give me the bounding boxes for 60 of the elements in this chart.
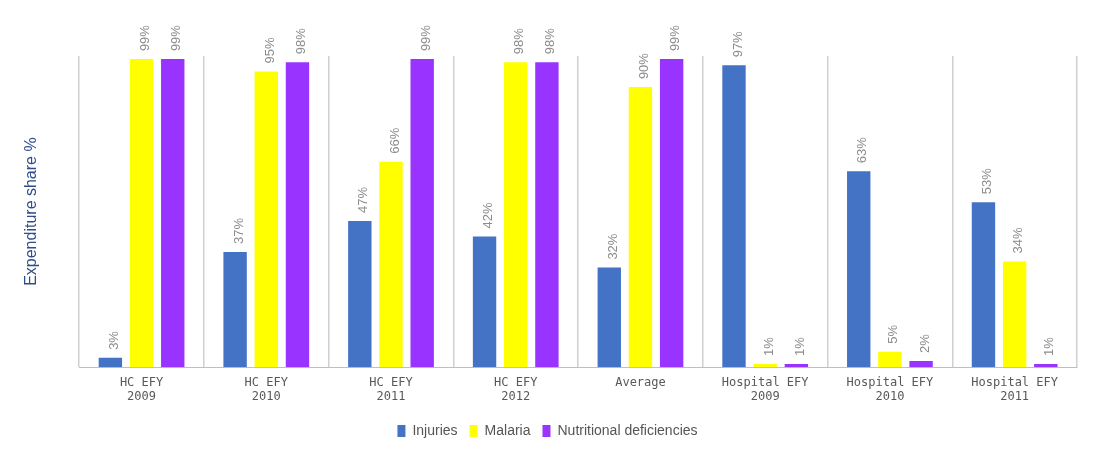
data-label: 99% bbox=[417, 24, 433, 52]
data-label: 97% bbox=[729, 30, 745, 58]
x-tick-label: HC EFY 2011 bbox=[369, 374, 414, 403]
bar bbox=[1034, 364, 1058, 368]
bar bbox=[379, 161, 403, 368]
data-label: 99% bbox=[137, 24, 153, 52]
bar bbox=[129, 59, 154, 368]
data-label: 32% bbox=[604, 233, 620, 260]
x-tick-label: HC EFY 2009 bbox=[119, 374, 165, 403]
data-label: 3% bbox=[105, 330, 121, 350]
bar bbox=[410, 59, 434, 368]
bar bbox=[285, 62, 310, 368]
x-tick-label: Average bbox=[615, 374, 666, 389]
x-tick-label: Hospital EFY 2011 bbox=[971, 374, 1059, 403]
bar bbox=[348, 220, 372, 368]
bar bbox=[628, 87, 653, 368]
data-label: 42% bbox=[480, 202, 496, 229]
data-label: 98% bbox=[511, 27, 527, 55]
data-label: 2% bbox=[916, 333, 932, 353]
legend-label: Malaria bbox=[484, 421, 531, 438]
bar bbox=[722, 65, 746, 368]
x-tick-label: Hospital EFY 2010 bbox=[846, 374, 935, 403]
bar bbox=[659, 59, 684, 368]
bar bbox=[753, 364, 777, 368]
bar bbox=[847, 171, 871, 368]
data-label: 95% bbox=[261, 37, 277, 64]
bar bbox=[535, 62, 559, 368]
bar bbox=[878, 351, 902, 368]
y-axis-title: Expenditure share % bbox=[22, 137, 40, 286]
data-label: 5% bbox=[885, 324, 901, 344]
data-label: 1% bbox=[760, 336, 776, 357]
bar bbox=[504, 62, 528, 368]
bar bbox=[98, 357, 123, 368]
data-label: 63% bbox=[854, 136, 870, 164]
x-tick-label: HC EFY 2010 bbox=[244, 374, 289, 403]
data-label: 99% bbox=[168, 24, 184, 52]
data-label: 98% bbox=[293, 27, 309, 55]
x-tick-label: HC EFY 2012 bbox=[494, 374, 539, 403]
bar bbox=[1002, 261, 1027, 368]
bar bbox=[597, 267, 621, 368]
legend-label: Injuries bbox=[412, 421, 458, 438]
data-label: 37% bbox=[230, 217, 246, 245]
bar bbox=[472, 236, 497, 368]
data-label: 98% bbox=[542, 27, 558, 55]
data-label: 90% bbox=[636, 52, 652, 80]
bar bbox=[971, 202, 996, 368]
data-label: 1% bbox=[791, 336, 807, 357]
x-tick-label: Hospital EFY 2009 bbox=[721, 374, 810, 403]
bar bbox=[223, 252, 247, 368]
data-label: 1% bbox=[1041, 336, 1057, 357]
bar bbox=[909, 360, 933, 368]
legend-label: Nutritional deficiencies bbox=[557, 421, 698, 438]
data-label: 66% bbox=[386, 127, 402, 154]
bar bbox=[254, 71, 278, 368]
data-label: 99% bbox=[667, 24, 683, 52]
data-label: 34% bbox=[1010, 226, 1026, 254]
data-label: 47% bbox=[355, 186, 371, 213]
bar bbox=[161, 59, 185, 368]
data-label: 53% bbox=[979, 167, 995, 195]
bar bbox=[784, 364, 809, 368]
